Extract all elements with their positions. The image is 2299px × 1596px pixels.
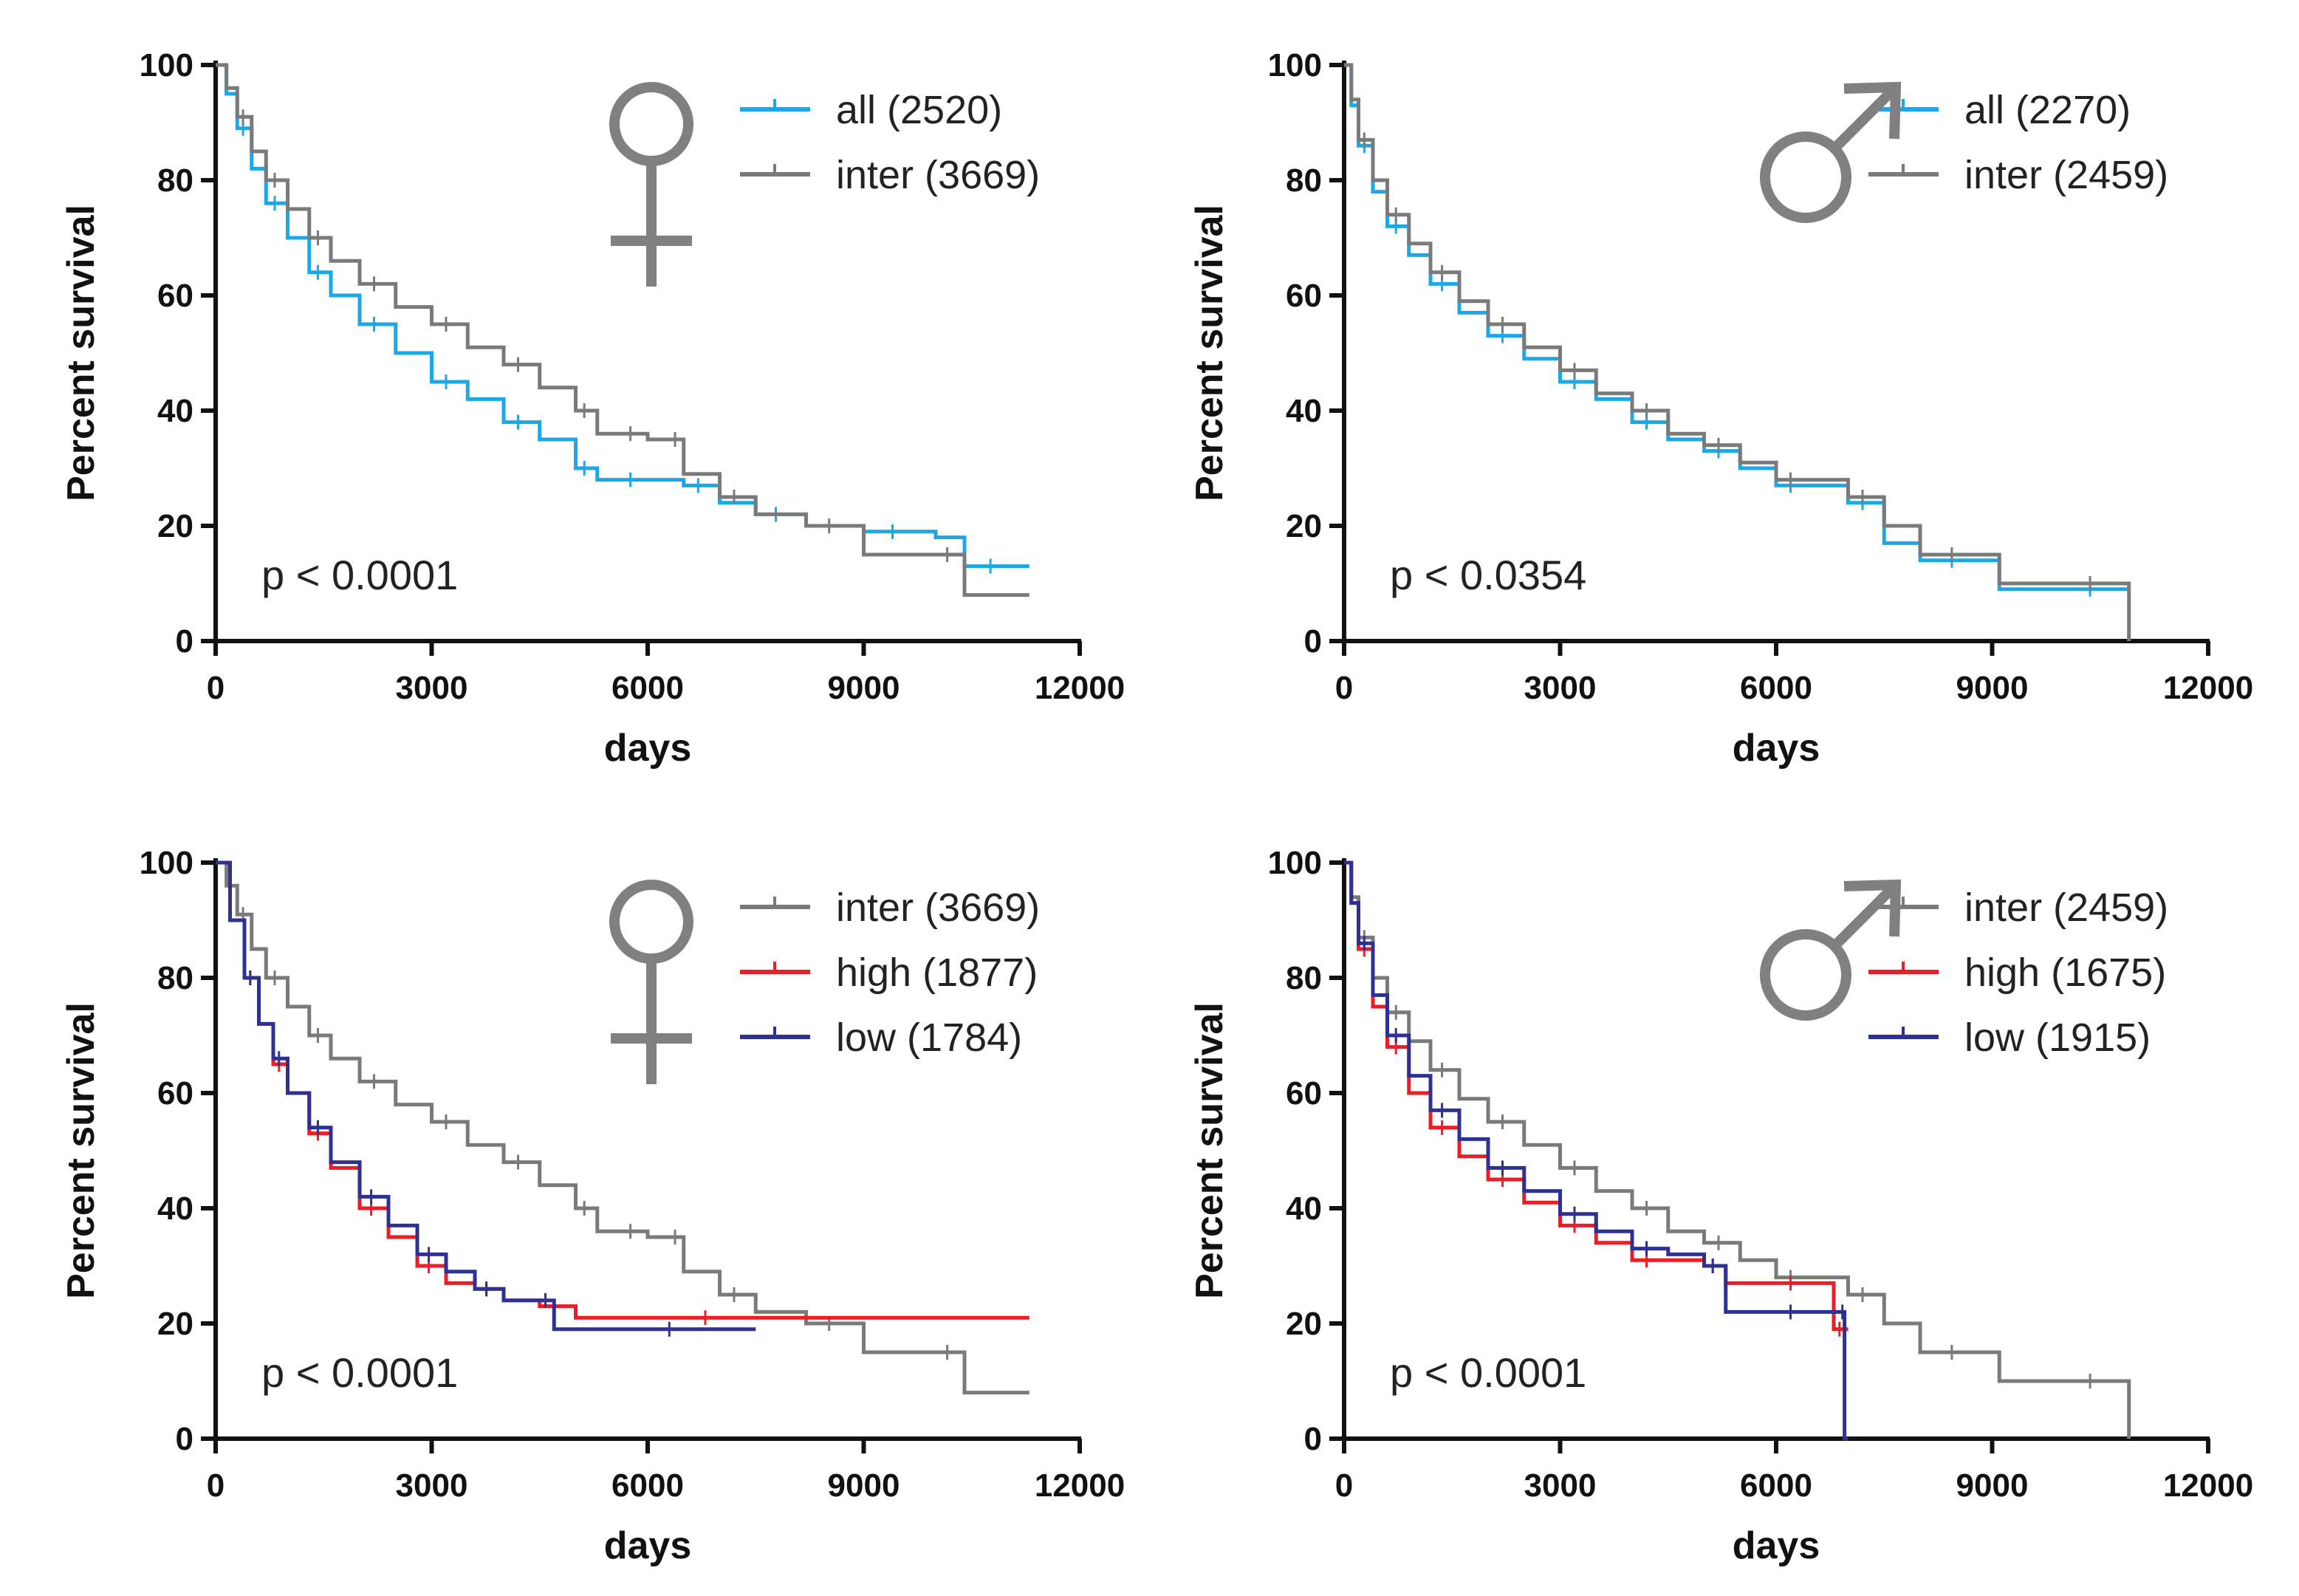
p-value: p < 0.0354 [1390, 552, 1586, 598]
y-axis-title: Percent survival [1188, 205, 1231, 501]
x-tick-label: 9000 [1956, 1467, 2029, 1504]
y-tick-label: 40 [1286, 1191, 1322, 1227]
y-tick-label: 0 [176, 1421, 193, 1457]
y-tick-label: 40 [1286, 393, 1322, 429]
y-tick-label: 0 [1304, 1421, 1322, 1457]
x-tick-label: 3000 [1524, 670, 1597, 706]
legend-label-inter: inter (3669) [836, 153, 1040, 197]
series-line-inter [216, 860, 1029, 1395]
series-line-inter [216, 63, 1029, 597]
y-tick-label: 0 [1304, 623, 1322, 660]
y-tick-label: 80 [1286, 960, 1322, 996]
x-axis-title: days [1733, 1524, 1820, 1567]
x-tick-label: 3000 [396, 670, 468, 706]
x-tick-label: 12000 [2163, 670, 2253, 706]
legend-label-high: high (1675) [1964, 951, 2166, 995]
legend-label-low: low (1915) [1964, 1016, 2151, 1060]
y-tick-label: 100 [140, 47, 193, 83]
y-tick-label: 20 [157, 508, 193, 544]
x-tick-label: 3000 [396, 1467, 468, 1504]
male-circle [1760, 131, 1851, 223]
y-axis-title: Percent survival [60, 205, 103, 501]
x-tick-label: 6000 [1740, 670, 1812, 706]
x-tick-label: 0 [1335, 670, 1353, 706]
x-tick-label: 9000 [828, 670, 900, 706]
series-line-low [216, 860, 756, 1332]
y-tick-label: 40 [157, 1191, 193, 1227]
legend-label-high: high (1877) [836, 951, 1038, 995]
y-axis-title: Percent survival [1188, 1002, 1231, 1299]
x-tick-label: 0 [1335, 1467, 1353, 1504]
series-line-all [1344, 63, 2129, 592]
x-tick-label: 9000 [1956, 670, 2029, 706]
p-value: p < 0.0001 [1390, 1349, 1586, 1396]
x-tick-label: 6000 [1740, 1467, 1812, 1504]
x-axis-title: days [1733, 727, 1820, 770]
legend-label-low: low (1784) [836, 1016, 1022, 1060]
series-line-inter [1344, 63, 2131, 641]
chart-panel-female-bottom: 0 20 40 60 80 100 0 3000 6000 9000 12000 days Percen… [60, 845, 1125, 1567]
x-tick-label: 3000 [1524, 1467, 1597, 1504]
y-tick-label: 60 [1286, 1075, 1322, 1112]
y-tick-label: 80 [157, 162, 193, 199]
x-tick-label: 12000 [1035, 670, 1125, 706]
y-tick-label: 40 [157, 393, 193, 429]
series-line-low [1344, 860, 1849, 1441]
x-axis-title: days [604, 1524, 692, 1567]
chart-panel-male-bottom: 0 20 40 60 80 100 0 3000 6000 9000 12000 days Percen… [1188, 845, 2253, 1567]
y-tick-label: 60 [157, 278, 193, 314]
legend-label-inter: inter (2459) [1964, 886, 2168, 930]
chart-panel-female-top: 0 20 40 60 80 100 0 3000 6000 9000 12000 days Percen… [60, 47, 1125, 770]
y-tick-label: 100 [1268, 845, 1322, 881]
female-symbol-icon [609, 82, 693, 287]
female-circle [609, 82, 693, 166]
male-symbol-icon [1760, 879, 1902, 1021]
y-tick-label: 100 [140, 845, 193, 881]
male-arrow-head [1843, 81, 1902, 140]
p-value: p < 0.0001 [261, 1349, 458, 1396]
x-tick-label: 12000 [2163, 1467, 2253, 1504]
male-arrow-shaft [1831, 881, 1899, 950]
x-axis-title: days [604, 727, 692, 770]
y-tick-label: 100 [1268, 47, 1322, 83]
y-tick-label: 20 [1286, 508, 1322, 544]
female-symbol-icon [609, 880, 693, 1084]
x-tick-label: 9000 [828, 1467, 900, 1504]
male-symbol-icon [1760, 81, 1902, 223]
chart-panel-male-top: 0 20 40 60 80 100 0 3000 6000 9000 12000 days Percen… [1188, 47, 2253, 770]
x-tick-label: 0 [207, 670, 225, 706]
x-tick-label: 6000 [611, 1467, 684, 1504]
y-tick-label: 20 [157, 1306, 193, 1342]
male-arrow-shaft [1831, 83, 1899, 152]
y-tick-label: 60 [1286, 278, 1322, 314]
y-tick-label: 0 [176, 623, 193, 660]
legend-label-all: all (2270) [1964, 88, 2131, 132]
y-tick-label: 80 [157, 960, 193, 996]
x-tick-label: 0 [207, 1467, 225, 1504]
series-line-inter [1344, 860, 2131, 1439]
male-circle [1760, 929, 1851, 1021]
x-tick-label: 12000 [1035, 1467, 1125, 1504]
y-tick-label: 80 [1286, 162, 1322, 199]
series-line-high [216, 860, 1029, 1320]
p-value: p < 0.0001 [261, 552, 458, 598]
legend-label-all: all (2520) [836, 88, 1002, 132]
female-circle [609, 880, 693, 964]
y-tick-label: 20 [1286, 1306, 1322, 1342]
y-tick-label: 60 [157, 1075, 193, 1112]
male-arrow-head [1843, 879, 1902, 937]
y-axis-title: Percent survival [60, 1002, 103, 1299]
x-tick-label: 6000 [611, 670, 684, 706]
legend-label-inter: inter (2459) [1964, 153, 2168, 197]
legend-label-inter: inter (3669) [836, 886, 1040, 930]
